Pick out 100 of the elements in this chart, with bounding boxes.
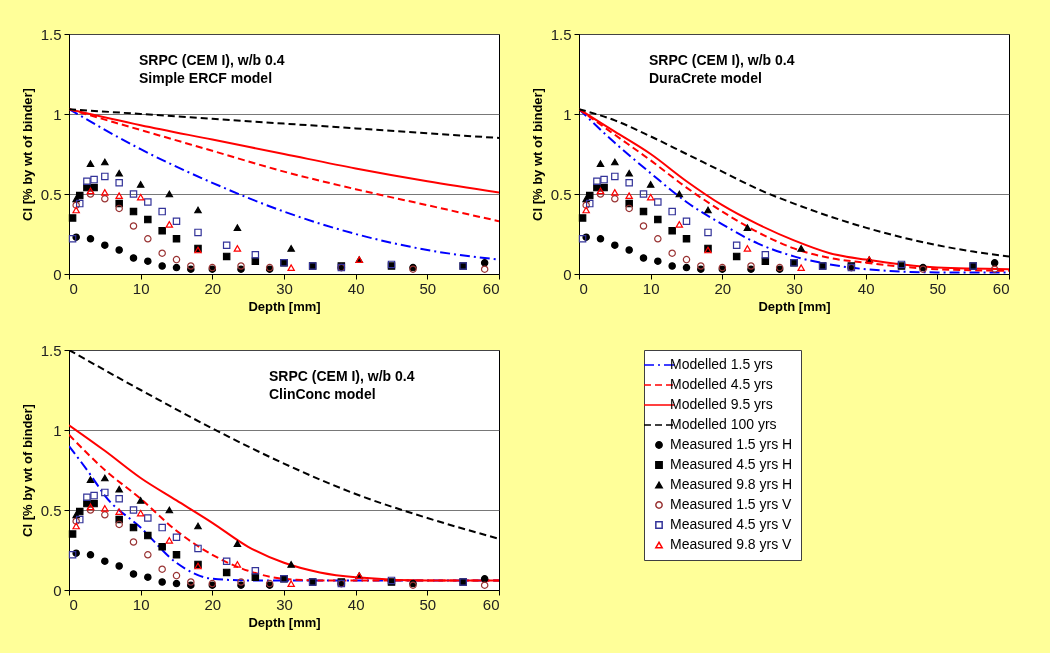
point: [222, 241, 231, 249]
point: [115, 562, 123, 570]
point: [585, 191, 594, 200]
point: [68, 214, 77, 222]
point: [158, 227, 166, 235]
point: [83, 493, 91, 501]
x-axis-title: Depth [mm]: [248, 298, 321, 314]
point: [72, 517, 80, 525]
point: [646, 193, 655, 201]
point: [639, 190, 648, 198]
point: [158, 207, 166, 216]
point: [287, 264, 295, 271]
point: [668, 249, 676, 257]
point: [704, 206, 712, 214]
text: SRPC (CEM I), w/b 0.4: [269, 368, 415, 384]
point: [611, 241, 619, 249]
text: Simple ERCF model: [139, 70, 273, 86]
point: [144, 257, 152, 265]
y-tick-label: 0: [53, 581, 62, 599]
point: [600, 175, 608, 184]
y-axis-title: Cl [% by wt of binder]: [19, 88, 35, 221]
point: [129, 254, 138, 262]
point: [101, 511, 109, 519]
point: [75, 515, 84, 524]
point: [593, 177, 601, 185]
point: [101, 195, 109, 203]
x-tick-label: 20: [204, 279, 222, 297]
point: [158, 262, 166, 270]
y-tick-label: 0: [563, 265, 572, 283]
legend-label: Measured 9.8 yrs V: [670, 536, 793, 552]
point: [129, 222, 138, 230]
point: [639, 222, 648, 230]
point: [115, 508, 123, 515]
x-tick-label: 10: [642, 279, 660, 297]
point: [101, 488, 109, 497]
point: [136, 497, 145, 504]
point: [115, 192, 123, 199]
point: [83, 177, 91, 185]
point: [86, 551, 95, 559]
x-axis-title: Depth [mm]: [248, 614, 321, 630]
point: [144, 514, 152, 522]
point: [129, 538, 138, 546]
point: [480, 259, 489, 267]
x-tick-label: 0: [579, 279, 588, 297]
y-tick-label: 0.5: [40, 185, 62, 203]
point: [596, 190, 605, 198]
point: [136, 193, 145, 201]
x-tick-label: 40: [347, 595, 365, 613]
x-tick-label: 30: [786, 279, 803, 297]
point: [990, 259, 999, 267]
x-tick-label: 40: [347, 279, 365, 297]
x-tick-label: 0: [69, 279, 78, 297]
point: [611, 189, 619, 196]
point: [144, 551, 152, 559]
point: [704, 228, 712, 237]
point: [233, 224, 242, 231]
point: [86, 506, 95, 514]
point: [761, 251, 770, 259]
point: [90, 175, 98, 184]
point: [101, 557, 109, 565]
point: [194, 228, 202, 237]
x-tick-label: 20: [714, 279, 732, 297]
point: [172, 579, 181, 588]
line-series: [69, 108, 499, 261]
point: [172, 263, 181, 272]
point: [72, 201, 80, 209]
y-tick-label: 1: [563, 105, 572, 123]
y-tick-label: 0.5: [550, 185, 572, 203]
y-tick-label: 0: [53, 265, 62, 283]
point: [654, 215, 662, 224]
point: [172, 255, 181, 264]
text: ClinConc model: [269, 386, 376, 402]
point: [86, 190, 95, 198]
x-axis-title: Depth [mm]: [758, 298, 831, 314]
legend-label: Measured 1.5 yrs H: [670, 436, 793, 452]
point: [480, 581, 489, 589]
point: [158, 578, 166, 586]
point: [172, 551, 181, 559]
point: [136, 181, 145, 188]
point: [115, 246, 123, 254]
point: [797, 245, 805, 252]
point: [233, 540, 242, 547]
x-tick-label: 50: [419, 279, 437, 297]
y-tick-label: 1.5: [40, 341, 62, 359]
point: [90, 491, 98, 500]
point: [480, 265, 489, 273]
point: [233, 245, 242, 252]
point: [582, 206, 590, 214]
point: [682, 235, 691, 243]
point: [480, 575, 489, 583]
legend-label: Measured 4.5 yrs H: [670, 456, 793, 472]
point: [172, 533, 181, 541]
point: [582, 201, 590, 209]
point: [158, 249, 166, 257]
point: [654, 235, 662, 243]
point: [585, 199, 594, 208]
point: [68, 235, 77, 243]
legend-label: Measured 9.8 yrs H: [670, 476, 793, 492]
point: [165, 537, 174, 544]
point: [144, 198, 152, 206]
